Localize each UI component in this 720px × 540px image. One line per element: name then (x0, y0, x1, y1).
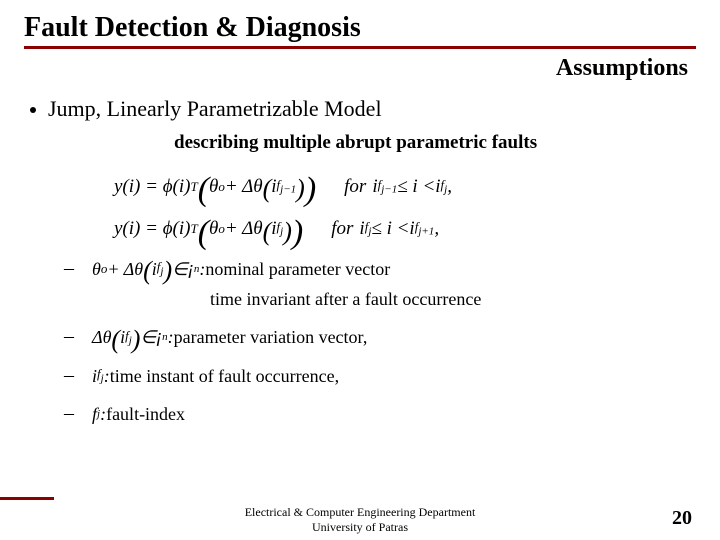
footer: Electrical & Computer Engineering Depart… (0, 505, 720, 534)
slide-title: Fault Detection & Diagnosis (24, 12, 696, 44)
bullet-item: Jump, Linearly Parametrizable Model (24, 96, 696, 122)
def-item: – Δθ(ifj) ∈ ¡ n: parameter variation vec… (64, 325, 696, 349)
eq2-lhs: y(i) = ϕ(i) (114, 214, 190, 244)
equation-block: y(i) = ϕ(i)T ( θo + Δθ ( ifj−1 ) ) for i… (114, 172, 696, 245)
dash-icon: – (64, 402, 74, 425)
bullet-text: Jump, Linearly Parametrizable Model (48, 96, 382, 122)
footer-rule (0, 497, 54, 500)
eq2-tail: , (434, 214, 439, 244)
def2-math: Δθ(ifj) ∈ ¡ n: parameter variation vecto… (92, 325, 367, 349)
equation-1: y(i) = ϕ(i)T ( θo + Δθ ( ifj−1 ) ) for i… (114, 172, 696, 202)
eq2-lhs-sup: T (190, 219, 197, 240)
page-number: 20 (672, 507, 692, 530)
def1-math: θo + Δθ(ifj) ∈ ¡ n: nominal parameter ve… (92, 257, 652, 312)
eq2-le: ≤ i < (371, 214, 409, 244)
def4-math: fj: fault-index (92, 402, 185, 426)
def-item: – fj: fault-index (64, 402, 696, 426)
definitions-block: – θo + Δθ(ifj) ∈ ¡ n: nominal parameter … (64, 257, 696, 426)
footer-line2: University of Patras (0, 520, 720, 534)
eq1-theta: θ (209, 172, 218, 202)
eq1-cr-sup: fj (441, 175, 448, 199)
eq2-theta: θ (209, 214, 218, 244)
eq1-for: for (344, 172, 366, 202)
eq2-for: for (331, 214, 353, 244)
eq1-le: ≤ i < (397, 172, 435, 202)
eq1-isup: fj−1 (277, 175, 297, 199)
slide: Fault Detection & Diagnosis Assumptions … (0, 0, 720, 540)
eq1-tail: , (447, 172, 452, 202)
footer-line1: Electrical & Computer Engineering Depart… (0, 505, 720, 519)
def-item: – θo + Δθ(ifj) ∈ ¡ n: nominal parameter … (64, 257, 696, 312)
eq1-lhs: y(i) = ϕ(i) (114, 172, 190, 202)
dash-icon: – (64, 364, 74, 387)
dash-icon: – (64, 257, 74, 280)
def3-math: ifj: time instant of fault occurrence, (92, 364, 339, 388)
def-item: – ifj: time instant of fault occurrence, (64, 364, 696, 388)
eq2-cr-sup: fj+1 (415, 217, 435, 241)
eq2-cl-sup: fj (365, 217, 372, 241)
eq2-plus: + Δθ (225, 214, 263, 244)
eq1-lhs-sup: T (190, 177, 197, 198)
eq1-plus: + Δθ (225, 172, 263, 202)
dash-icon: – (64, 325, 74, 348)
title-underline (24, 46, 696, 49)
bullet-dot-icon (30, 107, 36, 113)
eq1-cl-sup: fj−1 (378, 175, 398, 199)
description-text: describing multiple abrupt parametric fa… (174, 132, 696, 154)
slide-subtitle: Assumptions (24, 55, 696, 82)
equation-2: y(i) = ϕ(i)T ( θo + Δθ ( ifj ) ) for ifj… (114, 214, 696, 244)
